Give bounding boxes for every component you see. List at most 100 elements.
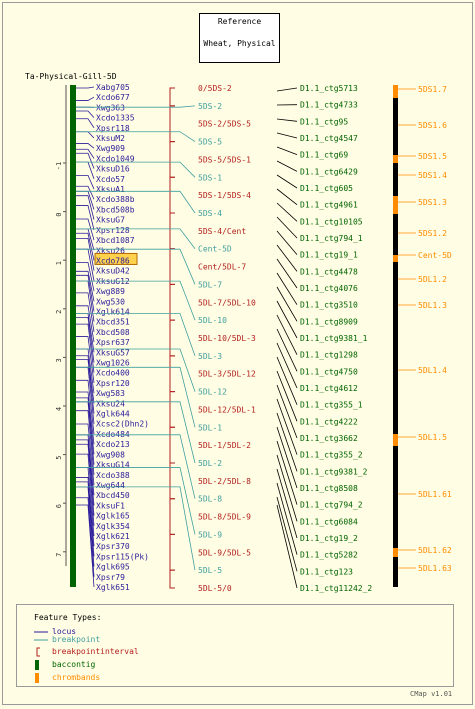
locus-label[interactable]: Xbcd508 [96,328,130,337]
locus-label[interactable]: Xpsr115(Pk) [96,552,149,561]
locus-label[interactable]: XksuG57 [96,348,130,357]
breakpoint-label[interactable]: 5DS-1 [198,173,222,182]
breakpoint-label[interactable]: 5DL-2 [198,459,222,468]
locus-label[interactable]: Xwg1026 [96,359,130,368]
locus-label[interactable]: Xwg583 [96,389,125,398]
locus-label[interactable]: Xksu26 [96,246,125,255]
locus-label[interactable]: Xksu24 [96,399,125,408]
chromband-label[interactable]: 5DS1.3 [418,198,447,207]
interval-label[interactable]: 5DS-1/5DS-4 [198,191,251,200]
breakpoint-label[interactable]: 5DL-3 [198,352,222,361]
locus-label[interactable]: Xwg889 [96,287,125,296]
locus-label[interactable]: Xcdo1335 [96,114,135,123]
contig-label[interactable]: D1.1_ctg69 [300,151,348,160]
locus-label[interactable]: Xglk621 [96,532,130,541]
locus-label[interactable]: Xcdo1049 [96,154,135,163]
chromband-label[interactable]: 5DL1.4 [418,366,447,375]
contig-label[interactable]: D1.1_ctg5713 [300,84,358,93]
interval-label[interactable]: 5DL-7/5DL-10 [198,298,256,307]
interval-label[interactable]: 5DS-2/5DS-5 [198,120,251,129]
locus-label[interactable]: XksuG7 [96,216,125,225]
chromband-label[interactable]: 5DS1.5 [418,152,447,161]
locus-label[interactable]: Xglk165 [96,512,130,521]
locus-label[interactable]: Xwg909 [96,144,125,153]
interval-label[interactable]: 5DS-5/5DS-1 [198,155,251,164]
contig-label[interactable]: D1.1_ctg4222 [300,417,358,426]
locus-label[interactable]: Xbcd351 [96,318,130,327]
contig-label[interactable]: D1.1_ctg9381_1 [300,334,368,343]
chromband-label[interactable]: 5DL1.2 [418,275,447,284]
contig-label[interactable]: D1.1_ctg3510 [300,301,358,310]
contig-label[interactable]: D1.1_ctg4612 [300,384,358,393]
contig-label[interactable]: D1.1_ctg19_2 [300,534,358,543]
locus-label[interactable]: Xpsr118 [96,124,130,133]
contig-label[interactable]: D1.1_ctg5282 [300,551,358,560]
contig-label[interactable]: D1.1_ctg4961 [300,201,358,210]
locus-label[interactable]: Xbcd508b [96,205,135,214]
interval-label[interactable]: 5DL-2/5DL-8 [198,477,251,486]
breakpoint-label[interactable]: 5DS-4 [198,209,222,218]
contig-label[interactable]: D1.1_ctg4478 [300,267,358,276]
locus-label[interactable]: Xglk354 [96,522,130,531]
breakpoint-label[interactable]: 5DS-2 [198,102,222,111]
chromband-label[interactable]: 5DS1.4 [418,171,447,180]
chromband-label[interactable]: 5DS1.2 [418,229,447,238]
chromband-label[interactable]: Cent-5D [418,251,452,260]
chromband-label[interactable]: 5DS1.7 [418,85,447,94]
contig-label[interactable]: D1.1_ctg794_1 [300,234,363,243]
interval-label[interactable]: 5DS-4/Cent [198,227,246,236]
locus-label[interactable]: Xwg363 [96,103,125,112]
breakpoint-label[interactable]: 5DL-7 [198,280,222,289]
chromband-label[interactable]: 5DL1.62 [418,546,452,555]
breakpoint-label[interactable]: 5DL-1 [198,423,222,432]
locus-label[interactable]: Xcdo388 [96,471,130,480]
breakpoint-label[interactable]: 5DS-5 [198,138,222,147]
locus-label[interactable]: XksuD42 [96,267,130,276]
breakpoint-label[interactable]: 5DL-12 [198,388,227,397]
contig-label[interactable]: D1.1_ctg11242_2 [300,584,372,593]
locus-label[interactable]: XksuD16 [96,165,130,174]
locus-label[interactable]: Xwg908 [96,450,125,459]
breakpoint-label[interactable]: 5DL-10 [198,316,227,325]
interval-label[interactable]: 5DL-9/5DL-5 [198,548,251,557]
contig-label[interactable]: D1.1_ctg6084 [300,517,358,526]
breakpoint-label[interactable]: 5DL-9 [198,530,222,539]
locus-label[interactable]: XksuA1 [96,185,125,194]
contig-label[interactable]: D1.1_ctg9381_2 [300,467,368,476]
contig-label[interactable]: D1.1_ctg1298 [300,351,358,360]
interval-label[interactable]: 5DL-8/5DL-9 [198,513,251,522]
contig-label[interactable]: D1.1_ctg10105 [300,217,363,226]
locus-label[interactable]: Xcdo677 [96,93,130,102]
locus-label[interactable]: XksuF1 [96,501,125,510]
interval-label[interactable]: 5DL-3/5DL-12 [198,370,256,379]
breakpoint-label[interactable]: Cent-5D [198,245,232,254]
locus-label[interactable]: Xpsr120 [96,379,130,388]
contig-label[interactable]: D1.1_ctg355_1 [300,401,363,410]
interval-label[interactable]: 0/5DS-2 [198,84,232,93]
locus-label[interactable]: Xbcd1087 [96,236,135,245]
chromband-label[interactable]: 5DL1.5 [418,433,447,442]
contig-label[interactable]: D1.1_ctg123 [300,567,353,576]
locus-label[interactable]: Xcdo388b [96,195,135,204]
breakpoint-label[interactable]: 5DL-5 [198,566,222,575]
contig-label[interactable]: D1.1_ctg605 [300,184,353,193]
locus-label[interactable]: Xcsc2(Dhn2) [96,420,149,429]
chromband-bar[interactable] [393,85,398,587]
locus-label[interactable]: Xabg705 [96,83,130,92]
interval-label[interactable]: 5DL-12/5DL-1 [198,405,256,414]
interval-label[interactable]: Cent/5DL-7 [198,263,246,272]
contig-label[interactable]: D1.1_ctg4750 [300,367,358,376]
contig-label[interactable]: D1.1_ctg8909 [300,317,358,326]
chromband-label[interactable]: 5DL1.61 [418,490,452,499]
locus-label[interactable]: Xglk695 [96,563,130,572]
breakpoint-label[interactable]: 5DL-8 [198,495,222,504]
locus-label[interactable]: Xwg530 [96,297,125,306]
locus-label[interactable]: Xbcd450 [96,491,130,500]
contig-label[interactable]: D1.1_ctg4547 [300,134,358,143]
map-title[interactable]: Ta-Physical-Gill-5D [25,72,117,81]
contig-label[interactable]: D1.1_ctg4733 [300,101,358,110]
interval-label[interactable]: 5DL-10/5DL-3 [198,334,256,343]
locus-label[interactable]: Xglk614 [96,307,130,316]
contig-label[interactable]: D1.1_ctg355_2 [300,451,363,460]
interval-label[interactable]: 5DL-1/5DL-2 [198,441,251,450]
